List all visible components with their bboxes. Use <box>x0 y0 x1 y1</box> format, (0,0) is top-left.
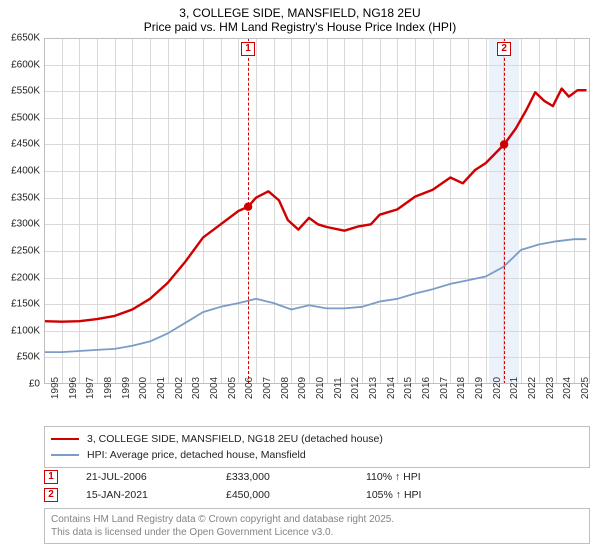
x-tick-label: 2005 <box>221 377 238 399</box>
chart-container: 3, COLLEGE SIDE, MANSFIELD, NG18 2EU Pri… <box>0 0 600 560</box>
x-tick-label: 2004 <box>203 377 220 399</box>
x-tick-label: 2010 <box>309 377 326 399</box>
event-row-1: 1 21-JUL-2006 £333,000 110% ↑ HPI <box>44 468 590 486</box>
event-price-1: £333,000 <box>226 471 366 483</box>
x-tick-label: 2021 <box>503 377 520 399</box>
event-marker-2: 2 <box>44 488 58 502</box>
x-tick-label: 2018 <box>450 377 467 399</box>
x-tick-label: 2014 <box>380 377 397 399</box>
y-tick-label: £450K <box>0 139 40 150</box>
x-tick-label: 2019 <box>468 377 485 399</box>
x-tick-label: 1998 <box>97 377 114 399</box>
x-tick-label: 2025 <box>574 377 591 399</box>
y-tick-label: £150K <box>0 299 40 310</box>
title-block: 3, COLLEGE SIDE, MANSFIELD, NG18 2EU Pri… <box>0 0 600 36</box>
x-tick-label: 2020 <box>486 377 503 399</box>
event-line-1 <box>248 38 249 384</box>
chart-outer: 12 £0£50K£100K£150K£200K£250K£300K£350K£… <box>0 38 600 418</box>
x-tick-label: 2016 <box>415 377 432 399</box>
x-tick-label: 2024 <box>556 377 573 399</box>
x-tick-label: 1997 <box>79 377 96 399</box>
y-tick-label: £0 <box>0 379 40 390</box>
legend-row-hpi: HPI: Average price, detached house, Mans… <box>51 447 583 463</box>
event-marker-box-1: 1 <box>241 42 255 56</box>
legend-row-property: 3, COLLEGE SIDE, MANSFIELD, NG18 2EU (de… <box>51 431 583 447</box>
event-row-2: 2 15-JAN-2021 £450,000 105% ↑ HPI <box>44 486 590 504</box>
x-tick-label: 2007 <box>256 377 273 399</box>
event-hpi-2: 105% ↑ HPI <box>366 489 486 501</box>
event-marker-box-2: 2 <box>497 42 511 56</box>
x-tick-label: 2009 <box>291 377 308 399</box>
legend-swatch-property <box>51 438 79 440</box>
series-line-property <box>44 89 587 322</box>
x-tick-label: 2023 <box>539 377 556 399</box>
x-tick-label: 2017 <box>433 377 450 399</box>
x-tick-label: 1995 <box>44 377 61 399</box>
y-tick-label: £400K <box>0 166 40 177</box>
y-tick-label: £100K <box>0 325 40 336</box>
y-tick-label: £50K <box>0 352 40 363</box>
x-tick-label: 2008 <box>274 377 291 399</box>
x-tick-label: 2022 <box>521 377 538 399</box>
x-tick-label: 1996 <box>62 377 79 399</box>
y-tick-label: £350K <box>0 192 40 203</box>
event-hpi-1: 110% ↑ HPI <box>366 471 486 483</box>
x-tick-label: 2012 <box>344 377 361 399</box>
event-line-2 <box>504 38 505 384</box>
x-tick-label: 2003 <box>185 377 202 399</box>
events-table: 1 21-JUL-2006 £333,000 110% ↑ HPI 2 15-J… <box>44 468 590 504</box>
y-tick-label: £550K <box>0 86 40 97</box>
title-subtitle: Price paid vs. HM Land Registry's House … <box>0 20 600 34</box>
y-tick-label: £600K <box>0 59 40 70</box>
title-address: 3, COLLEGE SIDE, MANSFIELD, NG18 2EU <box>0 6 600 20</box>
event-date-1: 21-JUL-2006 <box>86 471 226 483</box>
x-tick-label: 2011 <box>327 377 344 399</box>
x-tick-label: 2015 <box>397 377 414 399</box>
chart-svg <box>44 38 590 384</box>
y-tick-label: £300K <box>0 219 40 230</box>
y-tick-label: £200K <box>0 272 40 283</box>
footer-line1: Contains HM Land Registry data © Crown c… <box>51 513 583 526</box>
plot-area: 12 <box>44 38 590 384</box>
x-tick-label: 2001 <box>150 377 167 399</box>
legend-label-property: 3, COLLEGE SIDE, MANSFIELD, NG18 2EU (de… <box>87 433 383 445</box>
event-date-2: 15-JAN-2021 <box>86 489 226 501</box>
legend-swatch-hpi <box>51 454 79 456</box>
legend: 3, COLLEGE SIDE, MANSFIELD, NG18 2EU (de… <box>44 426 590 468</box>
x-tick-label: 2006 <box>238 377 255 399</box>
x-tick-label: 1999 <box>115 377 132 399</box>
y-tick-label: £650K <box>0 33 40 44</box>
y-tick-label: £500K <box>0 112 40 123</box>
footer: Contains HM Land Registry data © Crown c… <box>44 508 590 544</box>
x-tick-label: 2013 <box>362 377 379 399</box>
x-tick-label: 2002 <box>168 377 185 399</box>
legend-label-hpi: HPI: Average price, detached house, Mans… <box>87 449 306 461</box>
event-price-2: £450,000 <box>226 489 366 501</box>
event-marker-1: 1 <box>44 470 58 484</box>
x-tick-label: 2000 <box>132 377 149 399</box>
y-tick-label: £250K <box>0 245 40 256</box>
series-line-hpi <box>44 239 587 352</box>
footer-line2: This data is licensed under the Open Gov… <box>51 526 583 539</box>
